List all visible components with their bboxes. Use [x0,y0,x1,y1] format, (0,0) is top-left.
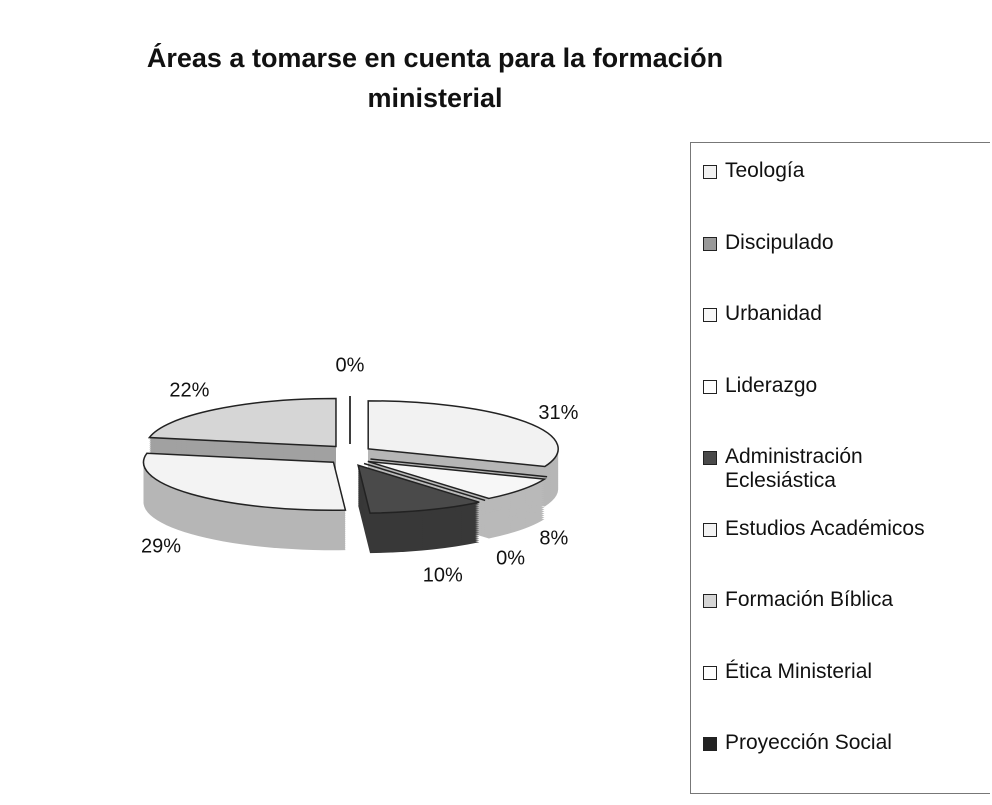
legend-swatch [703,451,717,465]
legend-item: Formación Bíblica [703,588,992,612]
legend-item: Administración Eclesiástica [703,445,992,493]
data-label: 0% [336,354,365,376]
legend-swatch [703,594,717,608]
legend-swatch [703,665,717,680]
legend-item: Discipulado [703,231,992,255]
slice [142,452,347,512]
legend-label: Formación Bíblica [725,588,894,611]
legend-swatch [703,308,717,322]
legend: Teología Discipulado Urbanidad Liderazgo Adm… [690,142,990,794]
legend-label: Ética Ministerial [725,659,873,683]
legend-swatch [703,522,717,537]
legend-label: Estudios Académicos [725,516,925,540]
legend-label: Liderazgo [725,373,818,397]
legend-item: Estudios Académicos [703,517,992,541]
legend-label: Administración Eclesiástica [725,445,863,492]
slice [147,397,337,448]
legend-label: Urbanidad [725,302,822,325]
slice [357,464,480,514]
data-label: 0% [496,547,525,569]
data-label: 31% [538,402,578,424]
legend-label: Teología [725,159,805,182]
pie-area: 31% 8% 0% 10% 29% 22% 0% [141,354,579,587]
legend-swatch [703,236,717,251]
chart-title: Áreas a tomarse en cuenta para la formac… [146,43,724,113]
legend-swatch [703,737,717,751]
legend-item: Proyección Social [703,731,992,755]
slice [367,400,559,468]
data-label: 22% [169,379,209,401]
data-label: 8% [539,527,568,549]
legend-swatch [703,165,717,179]
legend-label: Discipulado [725,230,834,254]
legend-swatch [703,379,717,394]
legend-item: Teología [703,159,992,183]
data-label: 29% [141,535,181,557]
legend-label: Proyección Social [725,731,892,754]
data-label: 10% [423,565,463,587]
legend-item: Liderazgo [703,374,992,398]
legend-item: Ética Ministerial [703,660,992,684]
legend-item: Urbanidad [703,302,992,326]
slice [367,460,547,500]
